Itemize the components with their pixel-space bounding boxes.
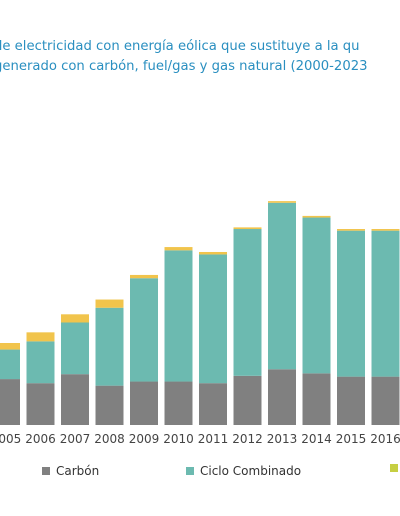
legend-item-carbon: Carbón <box>42 464 99 478</box>
bar-segment-2009-series-0 <box>130 381 158 425</box>
bar-segment-2005-series-0 <box>0 379 20 425</box>
bar-segment-2016-series-1 <box>371 230 400 377</box>
bar-segment-2006-series-0 <box>26 383 55 425</box>
x-tick-label-2016: 2016 <box>370 432 400 446</box>
legend-label-ciclo-combinado: Ciclo Combinado <box>200 464 302 478</box>
bar-segment-2007-series-0 <box>61 374 89 425</box>
chart-title-line-1: de electricidad con energía eólica que s… <box>0 39 360 54</box>
bar-segment-2013-series-1 <box>268 202 296 370</box>
bars-layer <box>0 201 400 425</box>
legend-item-third-series <box>390 464 400 472</box>
legend-label-carbon: Carbón <box>56 464 100 478</box>
bar-segment-2012-series-2 <box>233 227 262 230</box>
x-tick-label-2012: 2012 <box>232 432 263 446</box>
bar-segment-2013-series-0 <box>268 369 296 425</box>
bar-segment-2010-series-2 <box>164 247 193 251</box>
x-tick-label-2014: 2014 <box>301 432 332 446</box>
legend-item-ciclo-combinado: Ciclo Combinado <box>186 464 301 478</box>
chart-title-line-2: generado con carbón, fuel/gas y gas natu… <box>0 59 368 74</box>
x-tick-label-2006: 2006 <box>25 432 56 446</box>
x-tick-label-2015: 2015 <box>336 432 367 446</box>
x-tick-label-2009: 2009 <box>129 432 160 446</box>
legend-swatch-third-series <box>390 464 398 472</box>
x-tick-label-2013: 2013 <box>267 432 298 446</box>
bar-segment-2009-series-2 <box>130 274 158 279</box>
bar-segment-2009-series-1 <box>130 278 158 382</box>
bar-segment-2008-series-1 <box>95 307 124 386</box>
x-tick-label-2011: 2011 <box>198 432 229 446</box>
bar-segment-2014-series-0 <box>302 373 331 425</box>
bar-segment-2010-series-1 <box>164 250 193 382</box>
x-tick-labels: 2005200620072008200920102011201220132014… <box>0 432 400 446</box>
bar-segment-2007-series-2 <box>61 314 89 323</box>
stacked-bar-chart: 2005200620072008200920102011201220132014… <box>0 201 400 446</box>
bar-segment-2011-series-1 <box>199 254 227 384</box>
bar-segment-2008-series-0 <box>95 385 124 425</box>
bar-segment-2012-series-0 <box>233 375 262 425</box>
bar-segment-2010-series-0 <box>164 381 193 425</box>
bar-segment-2014-series-2 <box>302 215 331 218</box>
x-tick-label-2010: 2010 <box>163 432 194 446</box>
bar-segment-2011-series-0 <box>199 383 227 425</box>
bar-segment-2016-series-0 <box>371 376 400 425</box>
bar-segment-2014-series-1 <box>302 217 331 374</box>
bar-segment-2015-series-0 <box>337 376 365 425</box>
x-tick-label-2008: 2008 <box>94 432 125 446</box>
bar-segment-2005-series-1 <box>0 349 20 380</box>
legend-swatch-ciclo-combinado <box>186 467 194 475</box>
bar-segment-2006-series-2 <box>26 332 55 342</box>
x-tick-label-2005: 2005 <box>0 432 21 446</box>
legend-swatch-carbon <box>42 467 50 475</box>
bar-segment-2011-series-2 <box>199 251 227 255</box>
bar-segment-2007-series-1 <box>61 322 89 375</box>
bar-segment-2013-series-2 <box>268 201 296 203</box>
bar-segment-2016-series-2 <box>371 229 400 231</box>
bar-segment-2015-series-2 <box>337 229 365 231</box>
bar-segment-2005-series-2 <box>0 343 20 350</box>
bar-segment-2006-series-1 <box>26 341 55 384</box>
bar-segment-2015-series-1 <box>337 230 365 377</box>
bar-segment-2012-series-1 <box>233 229 262 376</box>
bar-segment-2008-series-2 <box>95 299 124 308</box>
x-tick-label-2007: 2007 <box>60 432 91 446</box>
